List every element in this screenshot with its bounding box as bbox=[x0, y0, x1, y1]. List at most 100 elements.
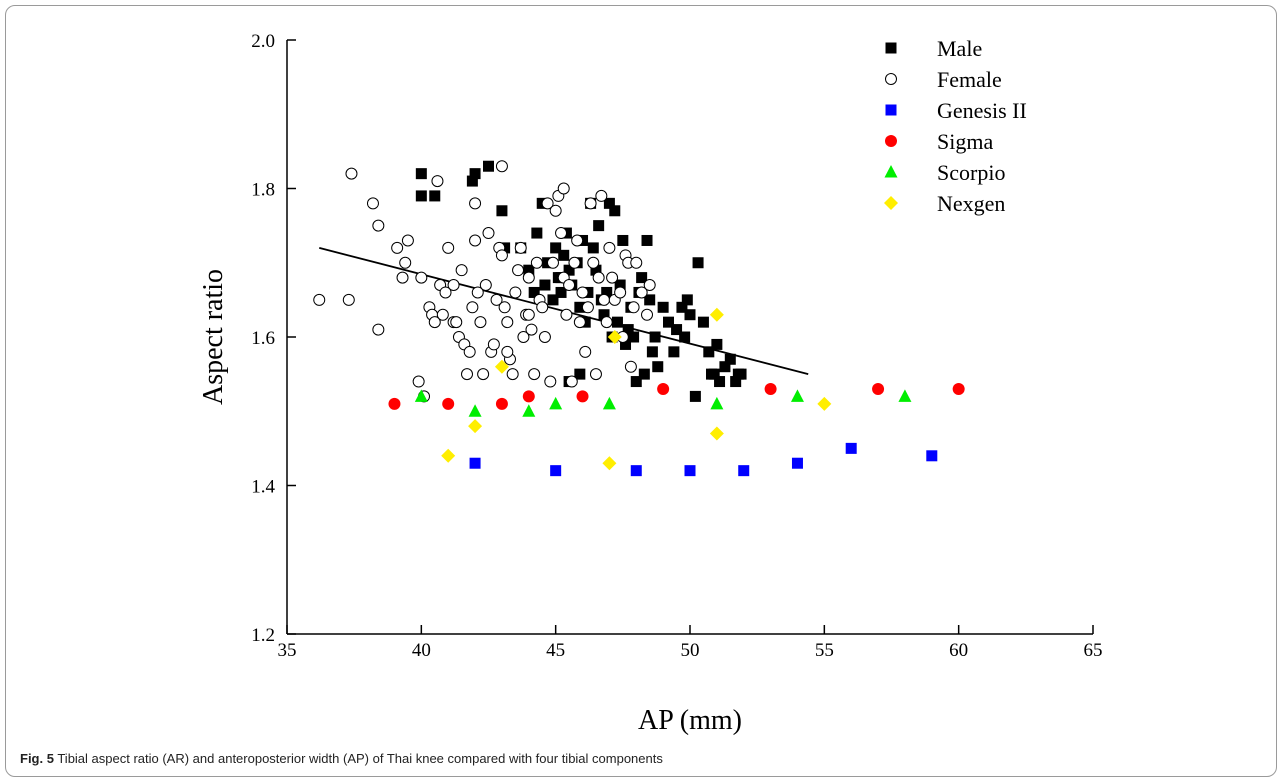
data-point bbox=[630, 256, 643, 269]
data-point bbox=[536, 301, 549, 314]
legend-marker bbox=[885, 104, 897, 116]
data-point bbox=[525, 323, 538, 336]
data-point bbox=[495, 160, 508, 173]
data-point bbox=[396, 271, 409, 284]
legend-label: Sigma bbox=[937, 129, 993, 154]
data-point bbox=[469, 168, 481, 180]
data-point bbox=[538, 331, 551, 343]
data-point bbox=[555, 227, 568, 240]
data-point bbox=[627, 301, 640, 314]
data-point bbox=[620, 338, 632, 350]
legend-marker bbox=[885, 135, 897, 147]
data-point bbox=[555, 286, 567, 298]
data-point bbox=[630, 376, 642, 388]
data-point bbox=[442, 397, 455, 410]
data-point bbox=[668, 346, 680, 358]
data-point bbox=[593, 220, 605, 232]
data-point bbox=[573, 316, 586, 329]
data-point bbox=[501, 345, 514, 358]
data-point bbox=[581, 301, 594, 314]
data-point bbox=[544, 375, 557, 388]
data-point bbox=[791, 457, 803, 469]
data-point bbox=[313, 293, 326, 306]
data-point bbox=[495, 249, 508, 262]
data-point bbox=[565, 375, 578, 388]
data-point bbox=[576, 390, 589, 403]
data-point bbox=[487, 338, 500, 351]
data-point bbox=[549, 396, 563, 410]
data-point bbox=[898, 389, 912, 402]
figure-frame bbox=[5, 5, 1277, 777]
data-point bbox=[415, 190, 427, 202]
data-point bbox=[471, 286, 484, 299]
data-point bbox=[399, 256, 412, 269]
data-point bbox=[447, 279, 460, 292]
data-point bbox=[652, 361, 664, 373]
data-point bbox=[506, 368, 519, 381]
legend-label: Genesis II bbox=[937, 98, 1027, 123]
data-point bbox=[541, 197, 554, 210]
data-point bbox=[479, 279, 492, 292]
data-point bbox=[415, 168, 427, 180]
data-point bbox=[709, 307, 724, 322]
data-point bbox=[342, 293, 355, 306]
series-female bbox=[313, 160, 656, 403]
data-point bbox=[501, 316, 514, 329]
data-point bbox=[703, 346, 715, 358]
data-point bbox=[509, 286, 522, 299]
data-point bbox=[455, 264, 468, 277]
data-point bbox=[436, 308, 449, 321]
series-nexgen bbox=[441, 307, 832, 471]
data-points bbox=[313, 160, 965, 477]
data-point bbox=[428, 316, 441, 329]
data-point bbox=[388, 397, 401, 410]
data-point bbox=[589, 368, 602, 381]
data-point bbox=[522, 404, 536, 417]
data-point bbox=[708, 368, 720, 380]
series-sigma bbox=[388, 382, 965, 410]
data-point bbox=[692, 257, 704, 269]
data-point bbox=[609, 205, 621, 217]
data-point bbox=[790, 389, 804, 402]
data-point bbox=[391, 241, 404, 254]
data-point bbox=[531, 227, 543, 239]
data-point bbox=[602, 456, 617, 471]
data-point bbox=[738, 465, 750, 477]
data-point bbox=[592, 271, 605, 284]
data-point bbox=[576, 286, 589, 299]
data-point bbox=[641, 234, 653, 246]
x-tick-label: 40 bbox=[412, 640, 431, 661]
data-point bbox=[401, 234, 414, 247]
data-point bbox=[498, 301, 511, 314]
series-scorpio bbox=[414, 389, 912, 417]
data-point bbox=[431, 175, 444, 188]
data-point bbox=[598, 293, 611, 306]
caption-text: Tibial aspect ratio (AR) and anteroposte… bbox=[57, 751, 663, 766]
y-tick-label: 1.6 bbox=[251, 328, 275, 349]
data-point bbox=[414, 389, 428, 402]
data-point bbox=[345, 167, 358, 180]
data-point bbox=[574, 368, 586, 380]
legend-marker bbox=[884, 196, 898, 210]
y-axis-label: Aspect ratio bbox=[198, 269, 229, 405]
data-point bbox=[697, 316, 709, 328]
data-point bbox=[689, 390, 701, 402]
data-point bbox=[646, 346, 658, 358]
axis-ticks: 35 40 45 50 55 60 65 1.2 1.4 1.6 1.8 2.0 bbox=[251, 31, 1102, 661]
data-point bbox=[684, 465, 696, 477]
data-point bbox=[638, 368, 650, 380]
data-point bbox=[710, 396, 724, 410]
legend-marker bbox=[885, 42, 897, 54]
data-point bbox=[635, 286, 648, 299]
data-point bbox=[560, 308, 573, 321]
data-point bbox=[641, 308, 654, 321]
data-point bbox=[630, 465, 642, 477]
data-point bbox=[474, 316, 487, 329]
data-point bbox=[624, 360, 637, 373]
data-point bbox=[512, 264, 525, 277]
data-point bbox=[611, 316, 623, 328]
legend-label: Nexgen bbox=[937, 191, 1005, 216]
data-point bbox=[681, 294, 693, 306]
data-point bbox=[366, 197, 379, 210]
data-point bbox=[636, 272, 648, 284]
